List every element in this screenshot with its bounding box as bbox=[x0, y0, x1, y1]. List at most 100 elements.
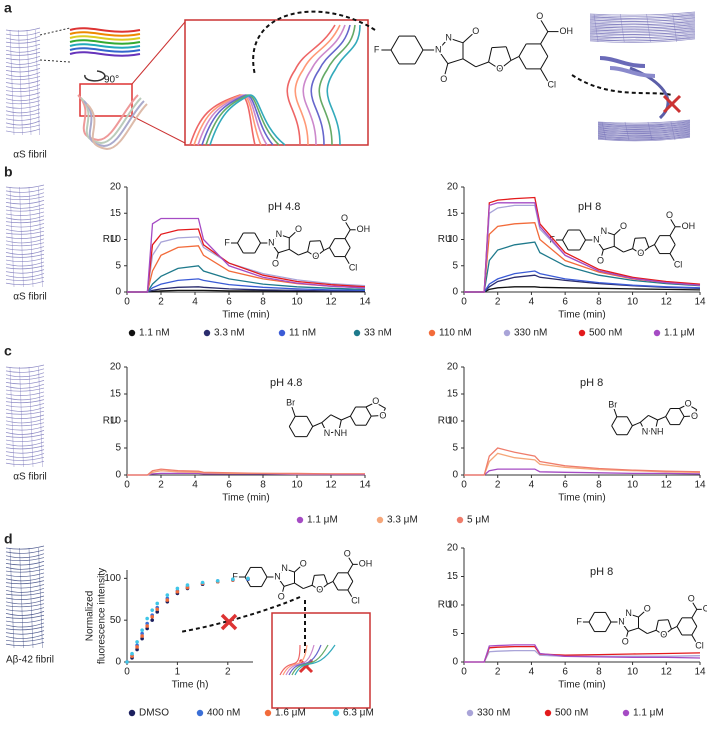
fibril-label: αS fibril bbox=[13, 472, 47, 483]
bond bbox=[679, 416, 685, 425]
bond bbox=[281, 586, 285, 595]
bond bbox=[311, 584, 321, 591]
x-axis-label: Time (min) bbox=[558, 493, 605, 504]
bond bbox=[684, 415, 694, 418]
atom-label: N bbox=[281, 563, 288, 573]
legend-label: 110 nM bbox=[439, 328, 472, 339]
atom-label: OH bbox=[682, 221, 696, 231]
y-tick-label: 5 bbox=[452, 260, 458, 271]
fibril-strand bbox=[5, 84, 41, 89]
bond bbox=[294, 565, 302, 573]
ribbon bbox=[77, 94, 139, 142]
x-tick-label: 8 bbox=[596, 667, 602, 678]
bond bbox=[562, 239, 569, 251]
legend-label: 5 μM bbox=[467, 515, 489, 526]
bond bbox=[603, 245, 615, 251]
fibril-image bbox=[5, 364, 45, 468]
y-tick-label: 5 bbox=[115, 443, 121, 454]
x-tick-label: 8 bbox=[260, 297, 266, 308]
y-tick-label: 5 bbox=[452, 443, 458, 454]
data-point bbox=[185, 585, 190, 590]
bond bbox=[319, 240, 325, 251]
bond bbox=[654, 244, 661, 254]
fibril-strand bbox=[597, 130, 691, 134]
atom-label: F bbox=[232, 571, 238, 581]
bond bbox=[307, 241, 311, 252]
legend-label: 330 nM bbox=[514, 328, 547, 339]
fibril-strand bbox=[597, 121, 691, 126]
fibril-strand bbox=[5, 92, 41, 97]
bond bbox=[312, 422, 322, 427]
atom-label: O bbox=[666, 210, 673, 220]
fibril-strand bbox=[5, 72, 41, 77]
fibril-edge bbox=[38, 186, 43, 288]
legend-label: 1.1 μM bbox=[633, 708, 664, 719]
atom-label: O bbox=[660, 630, 667, 640]
fibril-strand bbox=[597, 120, 691, 125]
bond bbox=[371, 414, 382, 417]
x-tick-label: 8 bbox=[596, 480, 602, 491]
x-tick-label: 14 bbox=[694, 480, 706, 491]
legend-label: 6.3 μM bbox=[343, 708, 374, 719]
fibril-strand bbox=[5, 250, 45, 255]
fibril-strand bbox=[597, 122, 691, 127]
bond bbox=[540, 56, 549, 70]
y-tick-label: 20 bbox=[447, 543, 459, 554]
fibril-edge bbox=[19, 366, 24, 468]
data-point bbox=[130, 651, 134, 656]
fibril-strand bbox=[5, 120, 41, 126]
panel-label: b bbox=[4, 164, 13, 180]
y-tick-label: 20 bbox=[447, 182, 459, 193]
bond bbox=[321, 414, 332, 423]
fibril-strand bbox=[5, 426, 45, 431]
bond bbox=[319, 583, 328, 591]
series-line bbox=[127, 217, 366, 293]
bond bbox=[579, 229, 586, 241]
y-tick-label: 20 bbox=[447, 362, 459, 373]
x-axis-label: Time (min) bbox=[222, 310, 269, 321]
bond bbox=[613, 245, 624, 253]
fibril-strand bbox=[589, 31, 696, 35]
fibril-strand bbox=[597, 124, 691, 129]
annotation: pH 4.8 bbox=[270, 377, 302, 389]
bond bbox=[632, 238, 636, 249]
bond bbox=[278, 248, 290, 254]
ribbon bbox=[326, 24, 361, 146]
x-tick-label: 12 bbox=[661, 297, 673, 308]
atom-label: O bbox=[278, 592, 285, 602]
atom-label: N bbox=[593, 234, 600, 244]
fibril-strand bbox=[5, 456, 45, 461]
data-point bbox=[175, 586, 180, 591]
fibril-strand bbox=[589, 14, 696, 19]
fibril-edge bbox=[28, 547, 34, 649]
bond bbox=[347, 564, 354, 574]
bond bbox=[628, 613, 639, 618]
legend-marker bbox=[296, 516, 304, 524]
ribbon bbox=[69, 39, 141, 45]
fibril-strand bbox=[5, 611, 45, 616]
bond bbox=[390, 49, 400, 65]
bond bbox=[600, 249, 604, 259]
bond bbox=[691, 600, 698, 610]
y-tick-label: 0 bbox=[115, 470, 121, 481]
fibril-strand bbox=[597, 123, 691, 128]
bond bbox=[669, 226, 676, 236]
ribbon bbox=[291, 644, 329, 676]
ribbon bbox=[69, 43, 141, 49]
fibril-strand bbox=[5, 572, 45, 577]
ribbon bbox=[285, 644, 315, 676]
series-line bbox=[127, 286, 365, 293]
bond bbox=[679, 404, 688, 409]
ribbon bbox=[69, 31, 141, 37]
legend-marker bbox=[278, 329, 286, 337]
x-tick-label: 2 bbox=[495, 667, 501, 678]
atom-label: Cl bbox=[695, 641, 704, 651]
legend-marker bbox=[376, 516, 384, 524]
data-point bbox=[150, 615, 154, 619]
bond bbox=[323, 574, 328, 585]
y-axis-label: RU bbox=[103, 234, 117, 245]
fibril-strand bbox=[597, 125, 691, 130]
x-tick-label: 0 bbox=[124, 480, 130, 491]
bond bbox=[390, 35, 400, 51]
data-point bbox=[135, 645, 139, 649]
